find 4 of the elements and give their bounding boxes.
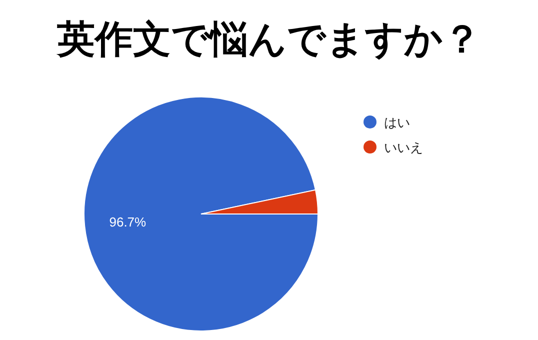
legend-label: はい [384, 116, 410, 131]
data-label: 96.7% [109, 214, 147, 230]
chart-title: 英作文で悩んでますか？ [56, 17, 481, 61]
legend-label: いいえ [384, 141, 423, 156]
